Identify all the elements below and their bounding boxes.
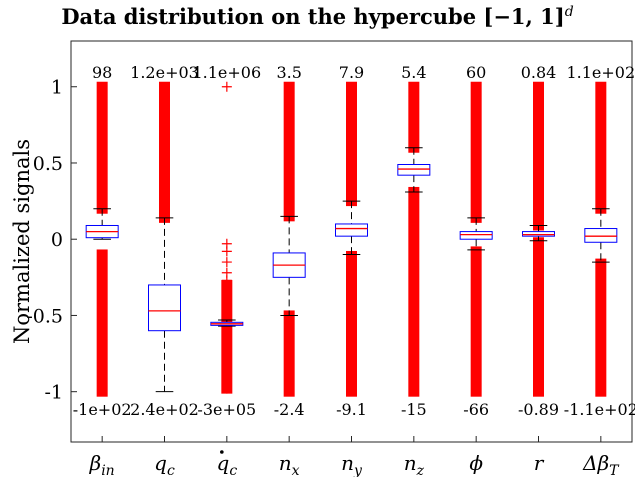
y-tick-label: 0 — [51, 229, 63, 251]
box — [459, 231, 493, 240]
chart-title-text: Data distribution on the hypercube [−1, … — [61, 4, 565, 29]
x-tick-label-base: n — [404, 451, 417, 475]
x-tick-label: r — [534, 451, 545, 475]
min-label: -9.1 — [336, 400, 367, 419]
min-label: -0.89 — [518, 400, 559, 419]
box — [148, 284, 181, 332]
x-tick-label-subscript: c — [229, 463, 237, 477]
y-tick-label: -1 — [44, 382, 63, 404]
min-label: -1.1e+02 — [564, 400, 635, 419]
x-tick-label-subscript: T — [609, 463, 620, 477]
x-tick-label-base: n — [341, 451, 354, 475]
x-tick-label: ny — [341, 451, 363, 477]
x-tick-label-base: r — [534, 451, 545, 475]
x-tick-label-base: Δβ — [582, 451, 609, 475]
max-label: 1.1e+06 — [192, 63, 261, 82]
outlier-point — [221, 283, 232, 294]
x-tick-label-base: β — [89, 451, 102, 475]
outliers-high — [470, 81, 482, 223]
box — [397, 164, 431, 176]
y-tick-label: 0.5 — [33, 153, 63, 175]
x-tick-label: qc — [154, 451, 175, 477]
outlier-point — [221, 257, 232, 268]
outlier-point — [221, 246, 232, 257]
max-label: 3.5 — [276, 63, 301, 82]
max-label: 1.1e+02 — [566, 63, 635, 82]
outlier-point — [221, 81, 232, 92]
outliers-low — [470, 246, 482, 397]
box-layer — [85, 147, 618, 393]
y-tick-label: -0.5 — [26, 305, 63, 327]
y-tick-label: 1 — [51, 77, 63, 99]
max-label: 60 — [466, 63, 486, 82]
outliers-low — [408, 186, 420, 397]
x-tick-label-subscript: in — [101, 463, 115, 477]
x-tick-label-subscript: x — [292, 463, 300, 477]
outliers-low — [283, 310, 295, 397]
x-tick-label: ΔβT — [582, 451, 620, 477]
x-tick-label: βin — [89, 451, 115, 477]
x-tick-label-base: ϕ — [469, 451, 483, 475]
outliers-low — [595, 258, 607, 397]
max-label: 0.84 — [521, 63, 557, 82]
outliers-high — [408, 81, 420, 153]
outliers-low — [346, 250, 357, 397]
x-tick-label-subscript: y — [353, 463, 363, 477]
min-label: -2.4 — [274, 400, 305, 419]
outliers-high — [595, 81, 607, 214]
box — [522, 231, 555, 237]
max-label: 1.2e+03 — [130, 63, 199, 82]
box — [335, 223, 368, 237]
min-label: -3e+05 — [197, 400, 256, 419]
derivative-dot — [220, 450, 224, 454]
outliers-low — [533, 237, 544, 397]
x-tick-label: ϕ — [469, 451, 483, 475]
min-label: -66 — [463, 400, 489, 419]
outliers-high — [283, 81, 295, 222]
y-axis-label: Normalized signals — [10, 139, 34, 344]
label-layer: 98-1e+02βin1.2e+032.4e+02qc1.1e+06-3e+05… — [73, 63, 635, 477]
chart-title: Data distribution on the hypercube [−1, … — [0, 4, 635, 29]
x-tick-label-base: n — [279, 451, 292, 475]
outlier-layer — [96, 81, 607, 397]
outlier-point — [221, 383, 232, 394]
min-label: -15 — [401, 400, 427, 419]
outliers-low — [96, 249, 108, 397]
outliers-high — [533, 81, 544, 231]
outliers-high — [159, 81, 170, 223]
max-label: 5.4 — [401, 63, 426, 82]
max-label: 7.9 — [339, 63, 364, 82]
outliers-high — [346, 81, 357, 207]
x-tick-label-subscript: z — [416, 463, 425, 477]
box — [584, 228, 618, 243]
min-label: 2.4e+02 — [130, 400, 199, 419]
x-tick-label: nz — [404, 451, 425, 477]
x-tick-label-base: q — [154, 451, 167, 475]
chart-title-superscript: d — [564, 4, 574, 20]
plot-axes: -1 -0.5 0 0.5 1 Normalized signals — [10, 40, 633, 443]
outliers-high — [96, 81, 108, 214]
min-label: -1e+02 — [73, 400, 132, 419]
x-tick-label: nx — [279, 451, 300, 477]
x-tick-label: qc — [217, 451, 238, 477]
x-tick-label-base: q — [217, 451, 230, 475]
max-label: 98 — [92, 63, 112, 82]
x-tick-label-subscript: c — [167, 463, 175, 477]
